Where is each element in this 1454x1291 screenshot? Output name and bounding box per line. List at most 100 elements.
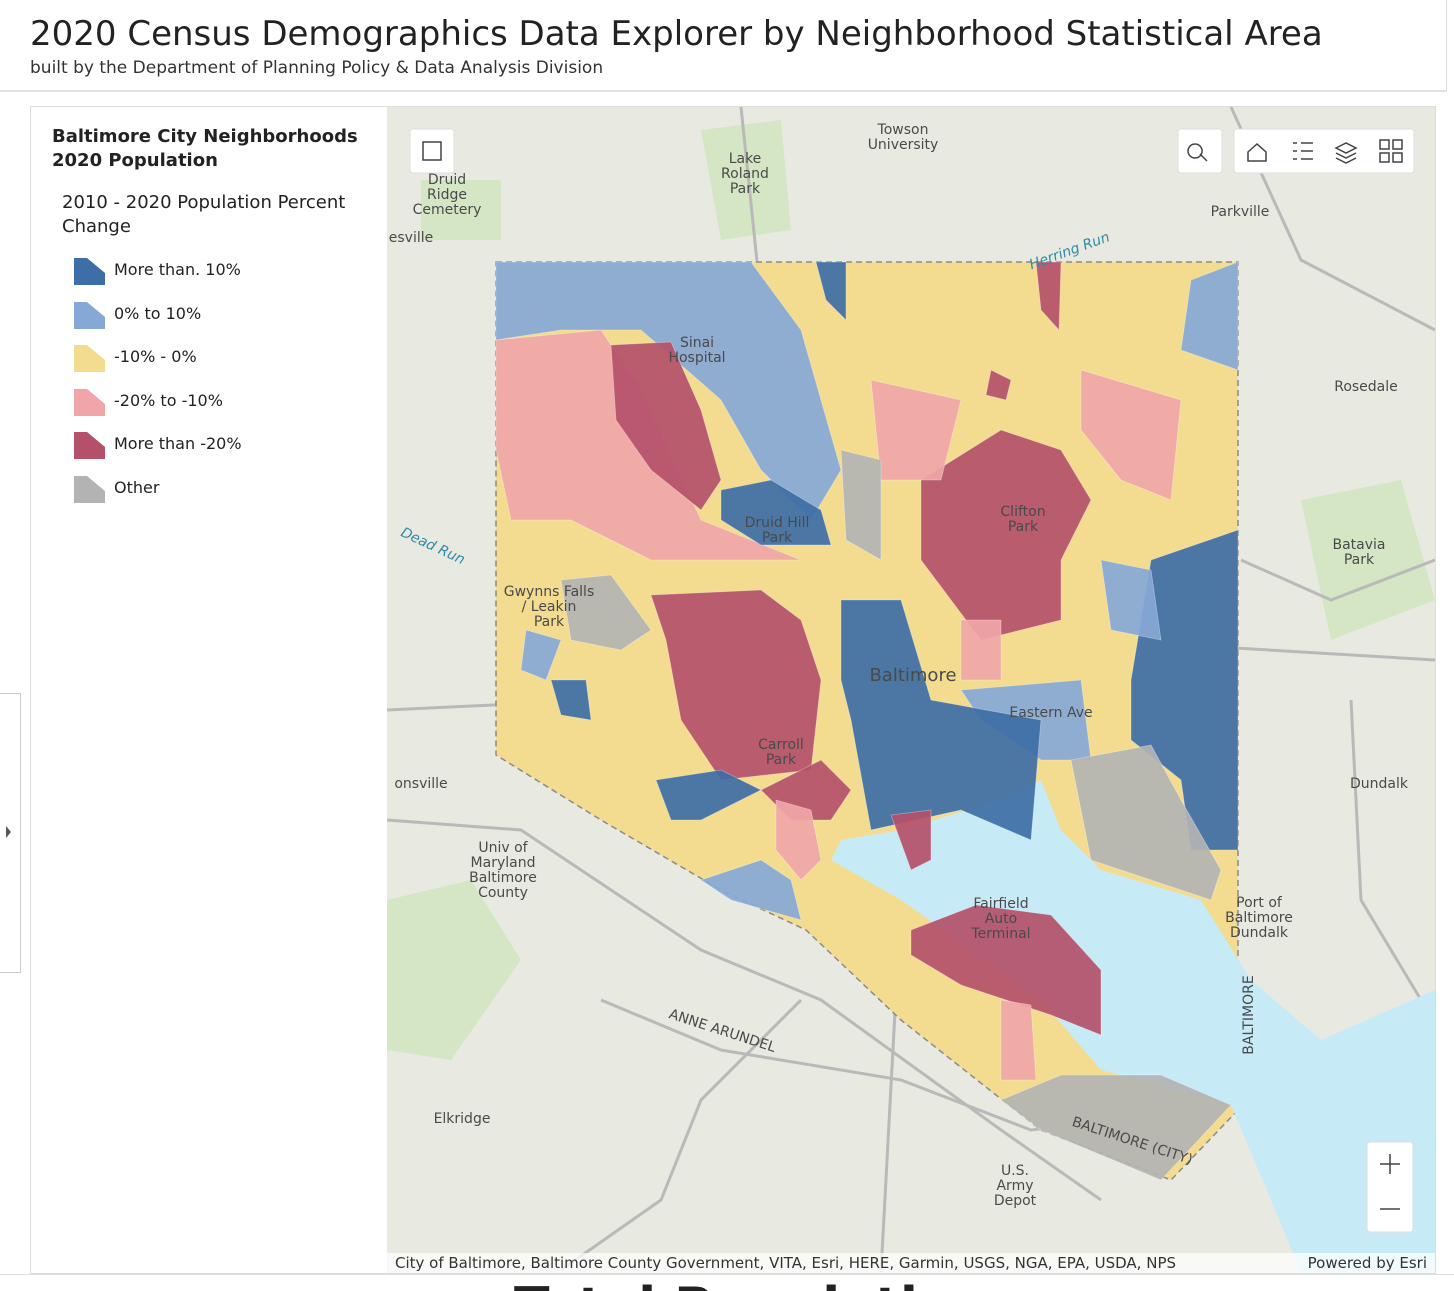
legend-swatch: [74, 345, 105, 373]
place-label: Batavia Park: [1332, 537, 1385, 568]
neighborhood: [910, 904, 1102, 1036]
place-label-line: Towson: [877, 122, 929, 138]
place-label-line: / Leakin: [522, 599, 577, 615]
map-button[interactable]: [409, 128, 455, 174]
place-label-line: Fairfield: [973, 896, 1028, 912]
road: [387, 818, 1102, 1202]
dashboard-panel: Baltimore City Neighborhoods 2020 Populat…: [30, 106, 1436, 1274]
neighborhood: [1100, 559, 1162, 641]
map-button[interactable]: [1233, 128, 1415, 174]
place-label: BALTIMORE: [1241, 975, 1257, 1054]
subtitle: built by the Department of Planning Poli…: [30, 58, 604, 78]
road: [560, 998, 803, 1272]
neighborhood: [840, 449, 882, 561]
place-label-line: Hospital: [668, 350, 725, 366]
neighborhood: [1000, 999, 1037, 1081]
place-label-line: U.S.: [1001, 1163, 1029, 1179]
place-label: Clifton Park: [1000, 504, 1045, 535]
place-label: Eastern Ave: [1009, 705, 1092, 721]
place-label-line: BALTIMORE: [1241, 975, 1257, 1054]
neighborhood: [495, 261, 842, 521]
place-label-line: Depot: [994, 1193, 1037, 1209]
legend-label: 0% to 10%: [114, 303, 202, 323]
place-label-line: Druid: [428, 172, 466, 188]
neighborhood: [720, 479, 832, 546]
place-label: Rosedale: [1334, 379, 1398, 395]
legend-label: -20% to -10%: [114, 390, 223, 410]
place-label-line: Park: [730, 181, 761, 197]
place-label-line: esville: [389, 230, 433, 246]
place-label: Druid Ridge Cemetery: [413, 172, 482, 218]
neighborhood: [890, 809, 932, 871]
place-label: Elkridge: [434, 1111, 491, 1127]
place-label-line: Batavia: [1332, 537, 1385, 553]
neighborhood: [1000, 1074, 1232, 1181]
title: 2020 Census Demographics Data Explorer b…: [30, 14, 1323, 54]
place-label-line: Sinai: [680, 335, 714, 351]
neighborhood: [1180, 261, 1239, 371]
legend-label: Other: [114, 478, 160, 497]
icon: [1334, 142, 1358, 164]
legend-title-line: Baltimore City Neighborhoods: [52, 126, 358, 147]
place-label-line: Ridge: [427, 187, 467, 203]
park: [701, 120, 791, 240]
map-button[interactable]: [1366, 1141, 1414, 1233]
legend-title-line: 2020 Population: [52, 150, 218, 171]
place-label-line: Park: [534, 614, 565, 630]
neighborhood: [1080, 369, 1182, 501]
legend-swatch: [74, 301, 105, 329]
place-label-line: Baltimore: [469, 870, 537, 886]
place-label: Towson University: [868, 122, 939, 153]
legend-swatch: [74, 432, 105, 460]
place-label: Dundalk: [1350, 776, 1409, 792]
place-label: Gwynns Falls / Leakin Park: [504, 584, 595, 630]
place-label-line: Port of: [1236, 895, 1283, 911]
place-label: esville: [389, 230, 433, 246]
place-label-line: Eastern Ave: [1009, 705, 1092, 721]
water: [831, 780, 1435, 1272]
place-label: onsville: [394, 776, 447, 792]
place-label-line: Park: [1008, 519, 1039, 535]
neighborhood: [920, 429, 1092, 641]
powered-by: Powered by Esri: [1308, 1254, 1427, 1272]
icon: [1247, 142, 1267, 162]
place-label-line: Univ of: [478, 840, 528, 856]
legend-subtitle-line: Change: [62, 216, 131, 237]
map-button[interactable]: [1177, 128, 1223, 174]
place-label-line: Rosedale: [1334, 379, 1398, 395]
place-label-line: Maryland: [471, 855, 536, 871]
neighborhood: [610, 341, 722, 511]
neighborhood: [985, 369, 1012, 401]
place-label-line: Gwynns Falls: [504, 584, 595, 600]
legend-swatch: [74, 258, 105, 285]
place-label: Port of Baltimore Dundalk: [1225, 895, 1293, 941]
place-label: U.S. Army Depot: [994, 1163, 1037, 1209]
section-title: Total Population: [514, 1277, 991, 1291]
road: [1349, 699, 1423, 1001]
legend-subtitle: 2010 - 2020 Population Percent Change: [62, 191, 345, 239]
place-label: Fairfield Auto Terminal: [970, 896, 1030, 942]
legend-label: More than. 10%: [114, 260, 241, 279]
place-label-line: Clifton: [1000, 504, 1045, 520]
place-label-line: Dundalk: [1350, 776, 1409, 792]
place-label-line: Cemetery: [413, 202, 482, 218]
legend-subtitle-line: 2010 - 2020 Population Percent: [62, 192, 346, 213]
next-section: Total Population: [0, 1274, 1454, 1291]
place-label-line: Elkridge: [434, 1111, 491, 1127]
place-label-line: Carroll: [758, 737, 804, 753]
place-label-line: onsville: [394, 776, 447, 792]
neighborhood: [815, 261, 847, 321]
legend-title: Baltimore City Neighborhoods 2020 Populat…: [52, 125, 358, 173]
park: [421, 180, 501, 240]
neighborhood: [960, 619, 1002, 681]
place-label-line: Baltimore: [869, 665, 956, 686]
place-label-line: Army: [996, 1178, 1033, 1194]
place-label-line: Lake: [729, 151, 762, 167]
place-label-line: Parkville: [1211, 204, 1270, 220]
icon: [1187, 143, 1208, 162]
place-label-line: Park: [1344, 552, 1375, 568]
neighborhood: [775, 799, 822, 881]
neighborhood: [700, 859, 802, 921]
collapse-toggle[interactable]: [0, 693, 21, 973]
